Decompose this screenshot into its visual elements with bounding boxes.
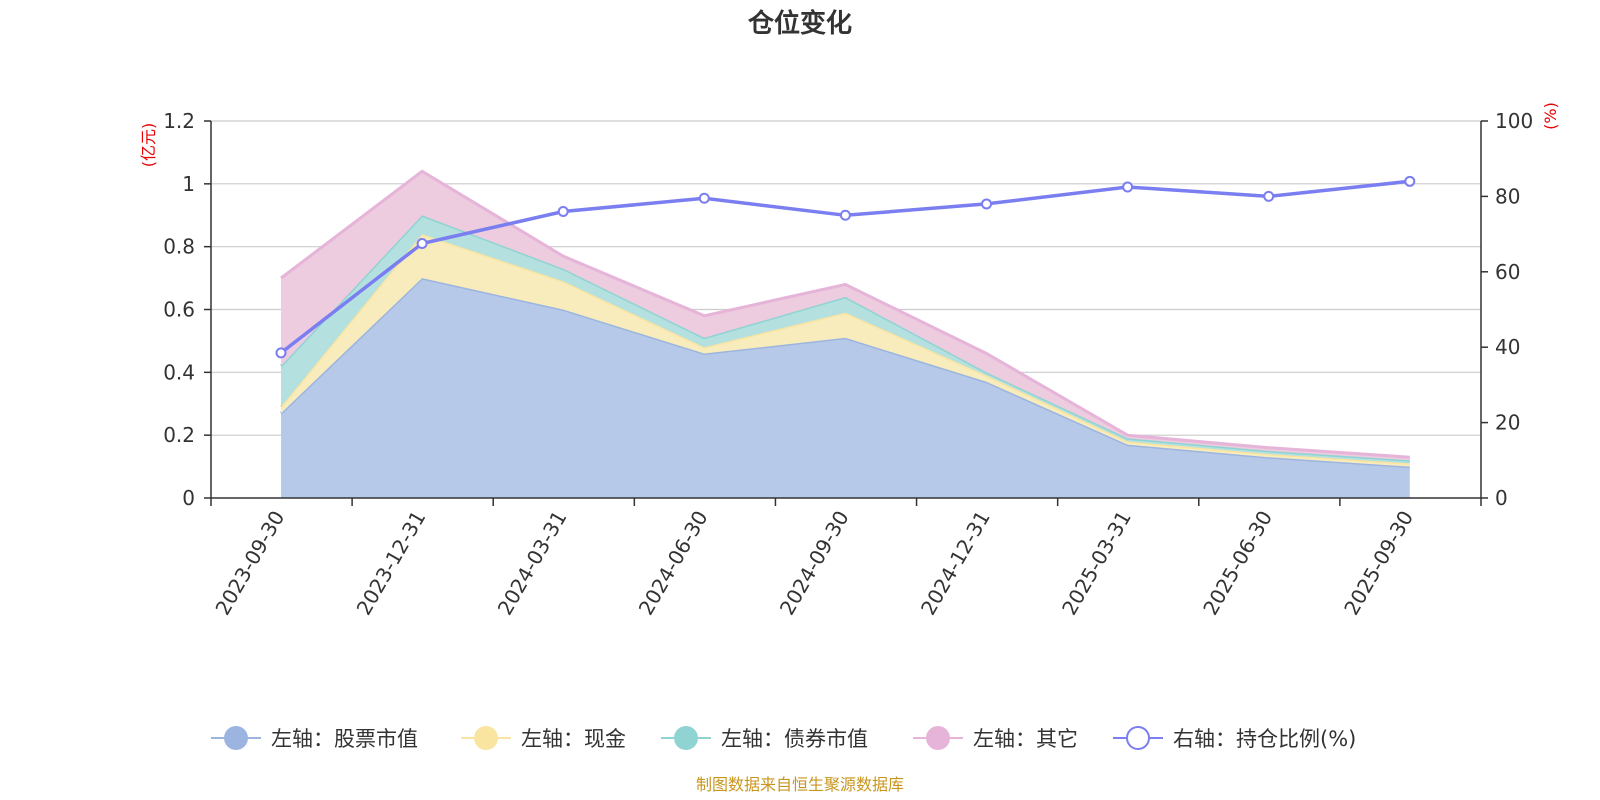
right-tick-label: 60: [1495, 260, 1520, 284]
x-tick-label: 2025-09-30: [1339, 507, 1418, 620]
area-series-2: [281, 234, 1410, 467]
x-tick-label: 2025-06-30: [1198, 507, 1277, 620]
x-tick-label: 2024-12-31: [916, 507, 995, 620]
right-tick-label: 20: [1495, 411, 1520, 435]
x-tick-label: 2023-12-31: [352, 506, 431, 619]
right-tick-label: 40: [1495, 335, 1520, 359]
legend-marker: [224, 726, 248, 750]
legend-item: 左轴：现金: [461, 726, 626, 751]
x-tick-label: 2024-03-31: [493, 507, 572, 620]
ratio-point: [1404, 175, 1416, 187]
legend-marker: [674, 726, 698, 750]
right-tick-label: 80: [1495, 184, 1520, 208]
left-axis-unit: (亿元): [139, 123, 158, 168]
x-tick-label: 2025-03-31: [1057, 507, 1136, 620]
ratio-point: [839, 209, 851, 221]
x-tick-label: 2024-09-30: [775, 507, 854, 620]
ratio-point: [557, 205, 569, 217]
left-tick-label: 0.4: [163, 360, 195, 384]
area-series-1: [281, 278, 1410, 498]
legend-label: 左轴：现金: [521, 727, 626, 751]
legend-item: 右轴：持仓比例(%): [1113, 726, 1356, 751]
left-tick-label: 0: [182, 486, 195, 510]
legend-marker: [474, 726, 498, 750]
ratio-point: [1263, 190, 1275, 202]
position-ratio-line: [275, 175, 1416, 359]
legend-item: 左轴：股票市值: [211, 726, 418, 751]
legend-label: 左轴：债券市值: [721, 727, 868, 751]
right-axis-unit: (%): [1541, 102, 1560, 130]
x-tick-label: 2024-06-30: [634, 507, 713, 620]
legend-marker: [926, 726, 950, 750]
right-tick-label: 100: [1495, 109, 1533, 133]
left-tick-label: 1: [182, 172, 195, 196]
legend: 左轴：股票市值 左轴：现金 左轴：债券市值 左轴：其它 右轴：持仓比例(%): [211, 726, 1356, 751]
right-tick-label: 0: [1495, 486, 1508, 510]
source-note: 制图数据来自恒生聚源数据库: [696, 775, 904, 794]
area-edge-series-4: [280, 169, 1410, 459]
left-tick-label: 0.8: [163, 235, 195, 259]
left-tick-label: 0.2: [163, 423, 195, 447]
chart-title: 仓位变化: [747, 8, 852, 39]
ratio-point: [275, 347, 287, 359]
left-tick-label: 0.6: [163, 298, 195, 322]
area-series-3: [281, 215, 1410, 464]
legend-label: 右轴：持仓比例(%): [1173, 727, 1356, 751]
legend-item: 左轴：其它: [913, 726, 1078, 751]
ratio-point: [698, 192, 710, 204]
ratio-point: [416, 238, 428, 250]
legend-item: 左轴：债券市值: [661, 726, 868, 751]
legend-marker: [1126, 726, 1150, 750]
legend-label: 左轴：股票市值: [271, 727, 418, 751]
ratio-point: [1122, 181, 1134, 193]
area-series-4: [281, 171, 1410, 461]
legend-label: 左轴：其它: [973, 727, 1078, 751]
ratio-point: [981, 198, 992, 210]
x-tick-label: 2023-09-30: [210, 507, 289, 620]
left-tick-label: 1.2: [163, 109, 195, 133]
